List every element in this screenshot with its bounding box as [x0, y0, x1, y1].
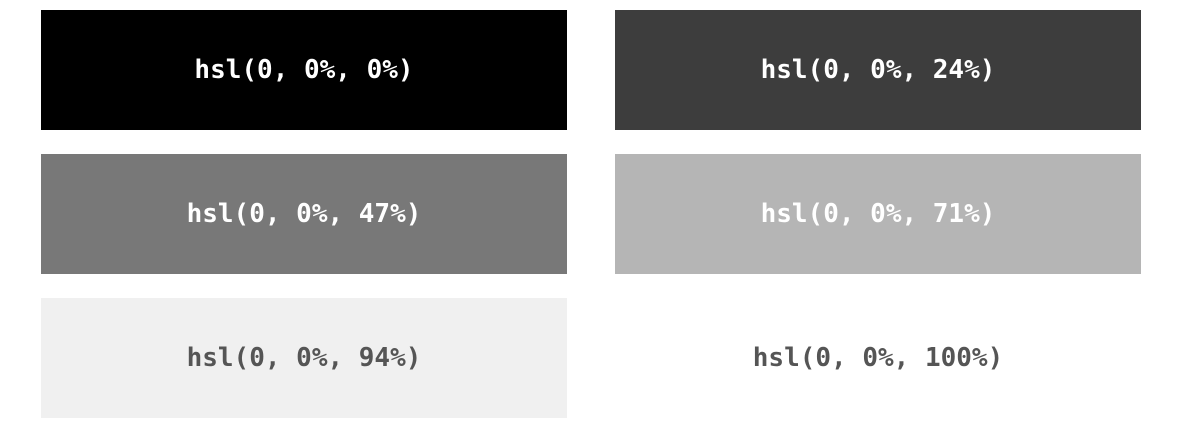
- swatch-label: hsl(0, 0%, 100%): [752, 343, 1004, 373]
- swatch-label: hsl(0, 0%, 94%): [186, 343, 422, 373]
- swatch-label: hsl(0, 0%, 24%): [760, 55, 996, 85]
- swatch-label: hsl(0, 0%, 0%): [194, 55, 414, 85]
- swatch-label: hsl(0, 0%, 47%): [186, 199, 422, 229]
- swatch-71: hsl(0, 0%, 71%): [615, 154, 1141, 274]
- swatch-100: hsl(0, 0%, 100%): [615, 298, 1141, 418]
- swatch-label: hsl(0, 0%, 71%): [760, 199, 996, 229]
- swatch-grid: hsl(0, 0%, 0%) hsl(0, 0%, 24%) hsl(0, 0%…: [41, 10, 1141, 418]
- swatch-0: hsl(0, 0%, 0%): [41, 10, 567, 130]
- swatch-94: hsl(0, 0%, 94%): [41, 298, 567, 418]
- swatch-47: hsl(0, 0%, 47%): [41, 154, 567, 274]
- swatch-24: hsl(0, 0%, 24%): [615, 10, 1141, 130]
